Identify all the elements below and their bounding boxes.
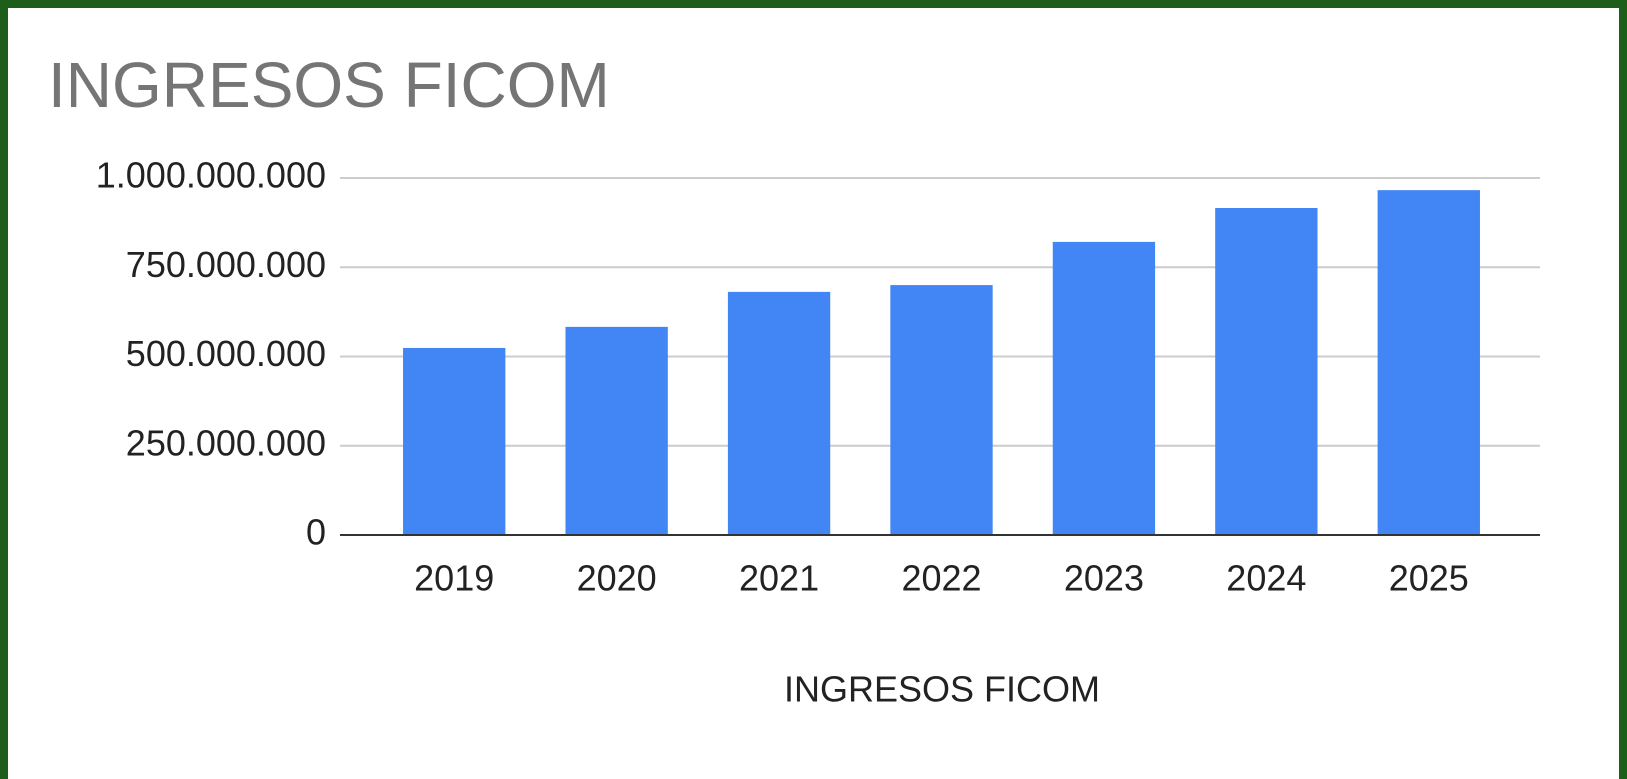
x-tick-label: 2021 bbox=[739, 558, 819, 599]
bar bbox=[565, 326, 668, 535]
x-axis-label: INGRESOS FICOM bbox=[784, 669, 1100, 710]
y-tick-label: 250.000.000 bbox=[126, 422, 326, 463]
bar bbox=[403, 347, 506, 535]
bar bbox=[727, 291, 831, 535]
y-tick-label: 0 bbox=[306, 512, 326, 553]
x-tick-label: 2019 bbox=[414, 558, 494, 599]
bar bbox=[890, 285, 993, 535]
y-tick-label: 500.000.000 bbox=[126, 333, 326, 374]
x-tick-label: 2025 bbox=[1389, 558, 1469, 599]
chart-title: INGRESOS FICOM bbox=[48, 49, 610, 121]
bar bbox=[1377, 190, 1480, 535]
x-tick-label: 2022 bbox=[901, 558, 981, 599]
bar bbox=[1052, 241, 1156, 535]
x-tick-label: 2024 bbox=[1226, 558, 1306, 599]
x-tick-label: 2023 bbox=[1064, 558, 1144, 599]
x-tick-label: 2020 bbox=[577, 558, 657, 599]
chart: INGRESOS FICOM INGRESOS FICOM 0 250.000.0… bbox=[8, 8, 1619, 779]
bar bbox=[1215, 207, 1318, 535]
y-tick-label: 750.000.000 bbox=[126, 244, 326, 285]
y-tick-label: 1.000.000.000 bbox=[96, 155, 326, 196]
